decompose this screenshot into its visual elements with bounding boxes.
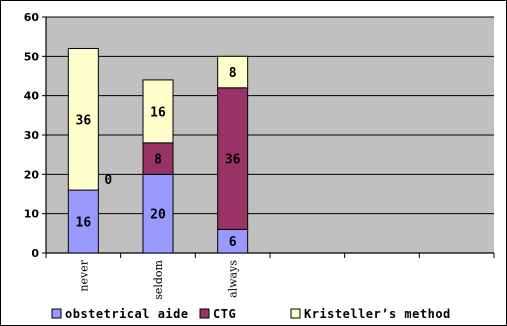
bar-segment bbox=[142, 142, 174, 175]
x-category-label: always bbox=[227, 260, 240, 298]
legend-swatch bbox=[290, 308, 301, 319]
legend-swatch bbox=[199, 308, 210, 319]
data-label: 8 bbox=[154, 153, 162, 168]
y-tick-label: 10 bbox=[24, 208, 40, 221]
bar-segment bbox=[217, 55, 249, 89]
bar-segment bbox=[217, 87, 249, 230]
legend-label: CTG bbox=[213, 307, 236, 321]
data-labels: 16 0 36 20 8 16 6 36 8 bbox=[76, 66, 241, 250]
legend-label: obstetrical aide bbox=[65, 307, 189, 321]
x-category-label: seldom bbox=[152, 259, 165, 299]
y-tick-label: 50 bbox=[24, 50, 40, 63]
y-tick-label: 0 bbox=[31, 247, 39, 260]
data-label: 16 bbox=[150, 105, 166, 120]
grid-lines bbox=[46, 16, 494, 215]
legend: obstetrical aide CTG Kristeller’s method bbox=[51, 307, 451, 321]
data-label: 8 bbox=[229, 66, 237, 81]
y-tick-label: 30 bbox=[24, 129, 40, 142]
y-tick-label: 40 bbox=[24, 90, 40, 103]
bar-segment bbox=[142, 79, 174, 144]
x-category-label: never bbox=[77, 259, 90, 291]
bar-segment bbox=[67, 47, 99, 191]
data-label: 16 bbox=[76, 216, 92, 231]
bar-segment bbox=[142, 173, 174, 254]
bars bbox=[67, 47, 249, 254]
legend-label: Kristeller’s method bbox=[304, 307, 451, 321]
bar-segment bbox=[67, 189, 99, 254]
data-label: 6 bbox=[229, 235, 237, 250]
data-label: 36 bbox=[225, 153, 241, 168]
data-label: 0 bbox=[104, 173, 112, 188]
y-tick-label: 20 bbox=[24, 168, 40, 181]
data-label: 36 bbox=[76, 113, 92, 128]
y-tick-label: 60 bbox=[24, 11, 40, 24]
data-label: 20 bbox=[150, 208, 166, 223]
legend-swatch bbox=[51, 308, 62, 319]
